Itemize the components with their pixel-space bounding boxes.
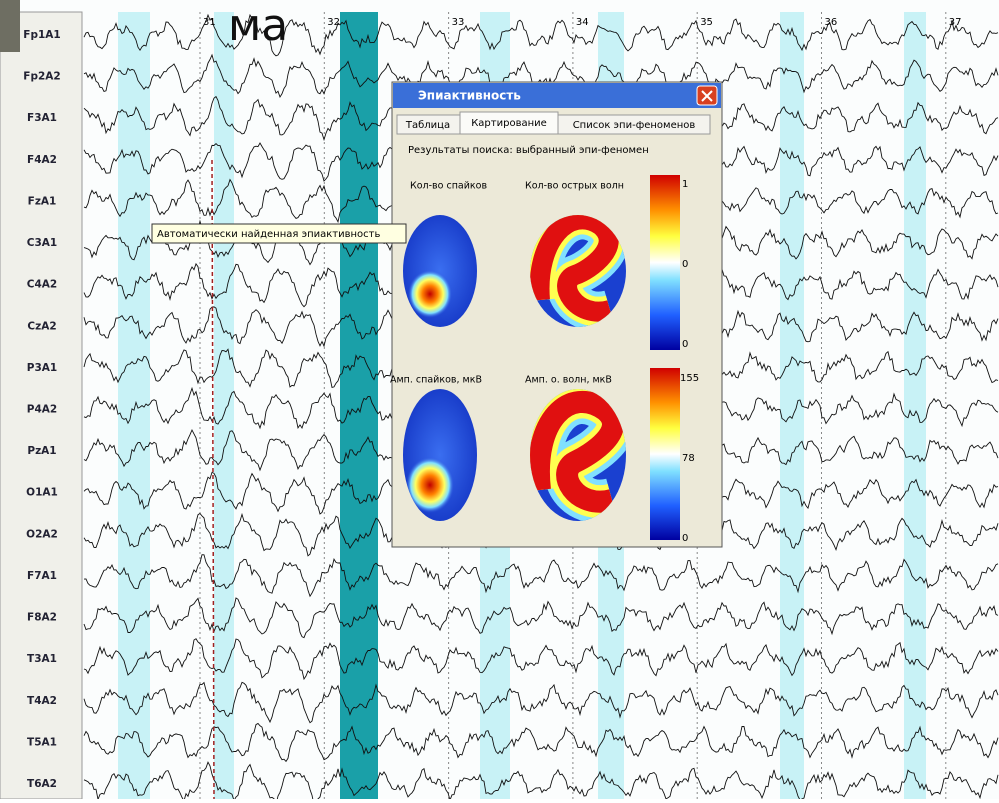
- tab-label: Таблица: [405, 120, 450, 131]
- channel-label: O1A1: [26, 487, 58, 499]
- channel-label: F4A2: [27, 154, 57, 166]
- channel-label: Fp1A1: [23, 29, 60, 41]
- channel-label: T4A2: [27, 695, 57, 707]
- dialog-title: Эпиактивность: [418, 89, 521, 103]
- scale-label: 0: [682, 533, 688, 544]
- dialog-window: Эпиактивность Таблица Картирование Списо…: [390, 82, 722, 547]
- tab-label: Список эпи-феноменов: [573, 120, 696, 131]
- scale-label: 0: [682, 259, 688, 270]
- channel-label: C4A2: [27, 279, 57, 291]
- scale-label: 1: [682, 179, 688, 190]
- map-label: Амп. о. волн, мкВ: [525, 375, 612, 386]
- time-mark: 32: [327, 17, 340, 28]
- tooltip: Автоматически найденная эпиактивность: [157, 229, 380, 240]
- scale-label: 155: [680, 373, 699, 384]
- color-bar: [650, 175, 680, 350]
- eeg-screen: 31 32 33 34 35 36 37 Fp1A1 Fp2A2 F3A1 F4A2 FzA1 C3A1…: [0, 0, 999, 799]
- time-mark: 36: [825, 17, 838, 28]
- channel-label: PzA1: [27, 445, 56, 457]
- tab-label: Картирование: [471, 118, 547, 129]
- color-bar: [650, 368, 680, 540]
- channel-label: T3A1: [27, 653, 57, 665]
- map-label: Кол-во острых волн: [525, 181, 624, 192]
- channel-label: CzA2: [27, 320, 56, 332]
- channel-label: O2A2: [26, 528, 58, 540]
- channel-label: P3A1: [27, 362, 57, 374]
- channel-label: T6A2: [27, 778, 57, 790]
- channel-label: P4A2: [27, 404, 57, 416]
- time-mark: 34: [576, 17, 589, 28]
- channel-label: F8A2: [27, 612, 57, 624]
- map-label: Амп. спайков, мкВ: [390, 375, 482, 386]
- channel-label: Fp2A2: [23, 71, 60, 83]
- results-label: Результаты поиска: выбранный эпи-феномен: [408, 145, 649, 156]
- channel-label: C3A1: [27, 237, 57, 249]
- channel-label: F3A1: [27, 112, 57, 124]
- corner-image: [0, 0, 20, 52]
- scale-label: 0: [682, 339, 688, 350]
- time-mark: 33: [452, 17, 465, 28]
- overlay-text: ма: [228, 0, 288, 51]
- channel-label: T5A1: [27, 736, 57, 748]
- map-label: Кол-во спайков: [410, 181, 487, 192]
- scale-label: 78: [682, 453, 695, 464]
- time-mark: 37: [949, 17, 962, 28]
- channel-label: FzA1: [28, 195, 57, 207]
- time-mark: 35: [700, 17, 713, 28]
- channel-label: F7A1: [27, 570, 57, 582]
- time-mark: 31: [203, 17, 216, 28]
